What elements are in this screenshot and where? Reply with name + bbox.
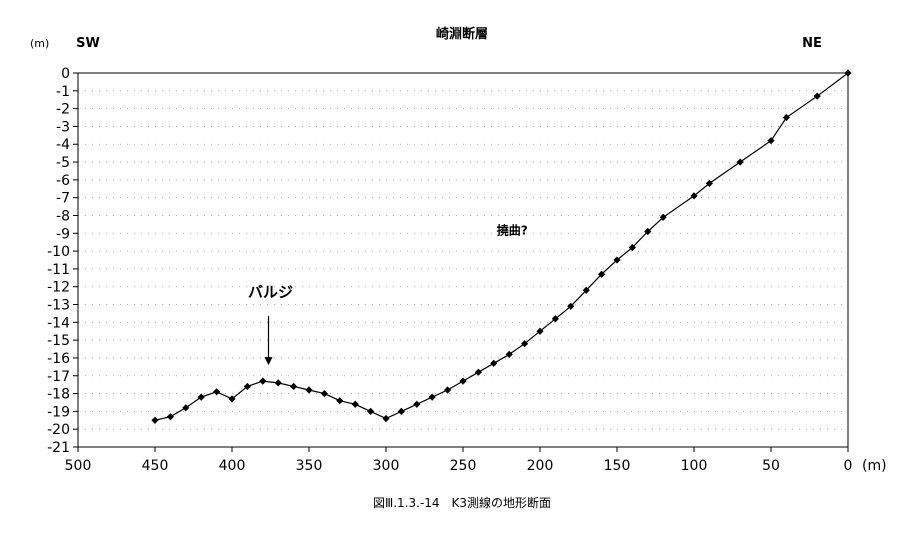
y-tick-label: -9: [56, 226, 70, 242]
grid-lines: [78, 90, 848, 430]
data-point: [644, 227, 652, 236]
x-axis-ticks: 500 450 400 350 300 250 200 150 100 50 0: [65, 447, 853, 474]
data-point: [305, 386, 313, 394]
data-point: [243, 382, 251, 391]
data-point: [521, 340, 529, 348]
data-point: [736, 158, 744, 166]
data-point: [459, 377, 467, 385]
y-tick-label: -5: [56, 155, 70, 171]
x-tick-label: 300: [373, 458, 400, 474]
y-tick-label: -12: [47, 280, 70, 296]
x-axis-unit: (m): [862, 458, 887, 474]
data-point: [336, 397, 344, 405]
data-point: [705, 179, 713, 188]
y-tick-label: -11: [47, 262, 70, 278]
series-markers: [151, 69, 852, 424]
data-point: [782, 113, 790, 122]
x-tick-label: 150: [604, 458, 631, 474]
x-tick-label: 0: [844, 458, 853, 474]
y-tick-label: -21: [47, 440, 70, 456]
data-point: [844, 69, 852, 77]
data-point: [413, 400, 421, 408]
data-point: [259, 377, 267, 385]
data-point: [382, 414, 390, 423]
y-tick-label: -14: [47, 315, 70, 331]
series-line: [154, 72, 849, 421]
y-tick-label: -15: [47, 333, 70, 349]
y-tick-label: -1: [56, 84, 70, 100]
data-point: [397, 407, 405, 415]
data-point: [690, 192, 698, 200]
y-tick-label: -16: [47, 351, 70, 367]
flexure-annotation: 撓曲?: [497, 223, 528, 238]
data-point: [613, 256, 621, 264]
data-point: [813, 92, 821, 100]
data-point: [659, 213, 667, 221]
x-tick-label: 350: [296, 458, 323, 474]
data-point: [274, 379, 282, 387]
data-point: [166, 413, 174, 421]
data-point: [505, 350, 513, 358]
y-tick-label: -19: [47, 404, 70, 420]
data-point: [428, 393, 436, 401]
data-point: [551, 315, 559, 323]
plot-area-frame: [77, 72, 849, 448]
figure-caption: 図Ⅲ.1.3.-14 K3測線の地形断面: [373, 495, 551, 510]
y-tick-label: -3: [56, 119, 70, 135]
data-point: [290, 382, 298, 391]
data-point: [197, 393, 205, 401]
x-tick-label: 100: [681, 458, 708, 474]
annotations: バルジ 撓曲?: [248, 223, 528, 366]
data-point: [213, 388, 221, 396]
y-tick-label: -6: [56, 173, 70, 189]
y-tick-label: -8: [56, 208, 70, 224]
data-point: [367, 407, 375, 415]
x-tick-label: 450: [142, 458, 169, 474]
sw-direction-label: SW: [76, 36, 100, 51]
data-point: [474, 368, 482, 376]
x-tick-label: 500: [65, 458, 92, 474]
y-tick-label: -13: [47, 298, 70, 314]
y-tick-label: 0: [61, 66, 70, 82]
y-axis-unit: (m): [30, 37, 49, 50]
y-tick-label: -17: [47, 369, 70, 385]
y-tick-label: -10: [47, 244, 70, 260]
chart-title: 崎淵断層: [436, 26, 488, 42]
y-tick-label: -18: [47, 387, 70, 403]
x-tick-label: 250: [450, 458, 477, 474]
y-axis-ticks: 0 -1 -2-3 -4 -5 -6 -7-8 -9 -10 -11 -12 -13-14 -15 -16…: [47, 66, 78, 456]
y-tick-label: -4: [56, 137, 70, 153]
y-tick-label: -20: [47, 422, 70, 438]
data-point: [628, 243, 636, 252]
x-tick-label: 50: [762, 458, 780, 474]
bulge-annotation: バルジ: [248, 283, 293, 301]
data-point: [536, 327, 544, 335]
data-point: [182, 404, 190, 412]
data-point: [228, 395, 236, 403]
y-tick-label: -2: [56, 102, 70, 118]
x-tick-label: 200: [527, 458, 554, 474]
data-point: [490, 359, 498, 367]
x-tick-label: 400: [219, 458, 246, 474]
y-tick-label: -7: [56, 191, 70, 207]
bulge-arrow-head: [264, 357, 273, 366]
data-point: [151, 416, 159, 424]
data-point: [320, 389, 328, 398]
data-point: [567, 302, 575, 310]
data-point: [444, 386, 452, 394]
data-point: [598, 270, 606, 278]
data-point: [351, 400, 359, 408]
data-point: [582, 286, 590, 294]
ne-direction-label: NE: [802, 36, 822, 51]
data-point: [767, 137, 775, 145]
